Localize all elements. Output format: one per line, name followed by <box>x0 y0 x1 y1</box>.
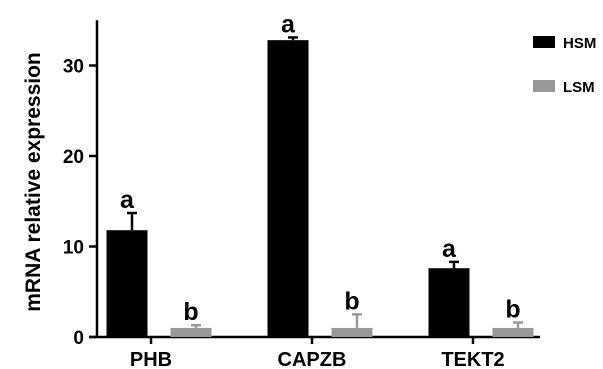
legend-label-lsm: LSM <box>563 79 595 96</box>
legend-swatch-lsm <box>533 80 555 92</box>
bar-hsm-tekt2 <box>428 268 470 337</box>
x-axis-labels: PHB CAPZB TEKT2 <box>130 349 505 369</box>
chart-axes: 0 10 20 30 <box>63 20 540 349</box>
bar-lsm-capzb <box>331 327 373 337</box>
x-tick-label: TEKT2 <box>441 349 504 369</box>
y-tick-label: 10 <box>63 238 84 259</box>
y-tick-label: 30 <box>63 57 84 78</box>
significance-label: b <box>183 298 198 326</box>
y-axis-title: mRNA relative expression <box>22 52 45 312</box>
bar-lsm-tekt2 <box>492 327 534 337</box>
legend: HSM LSM <box>533 35 596 96</box>
y-tick-label: 20 <box>63 147 84 168</box>
bar-hsm-phb <box>106 230 148 337</box>
bar-lsm-phb <box>170 327 212 337</box>
legend-label-hsm: HSM <box>563 35 596 52</box>
x-tick-label: CAPZB <box>278 349 347 369</box>
significance-label: a <box>442 235 457 263</box>
significance-label: a <box>281 10 296 38</box>
significance-label: a <box>120 186 135 214</box>
x-tick-label: PHB <box>130 349 172 369</box>
legend-swatch-hsm <box>533 36 555 48</box>
chart-bars: a b a b a b <box>106 10 534 337</box>
bar-hsm-capzb <box>267 40 309 337</box>
significance-label: b <box>505 296 520 324</box>
significance-label: b <box>344 287 359 315</box>
y-tick-label: 0 <box>73 328 84 349</box>
